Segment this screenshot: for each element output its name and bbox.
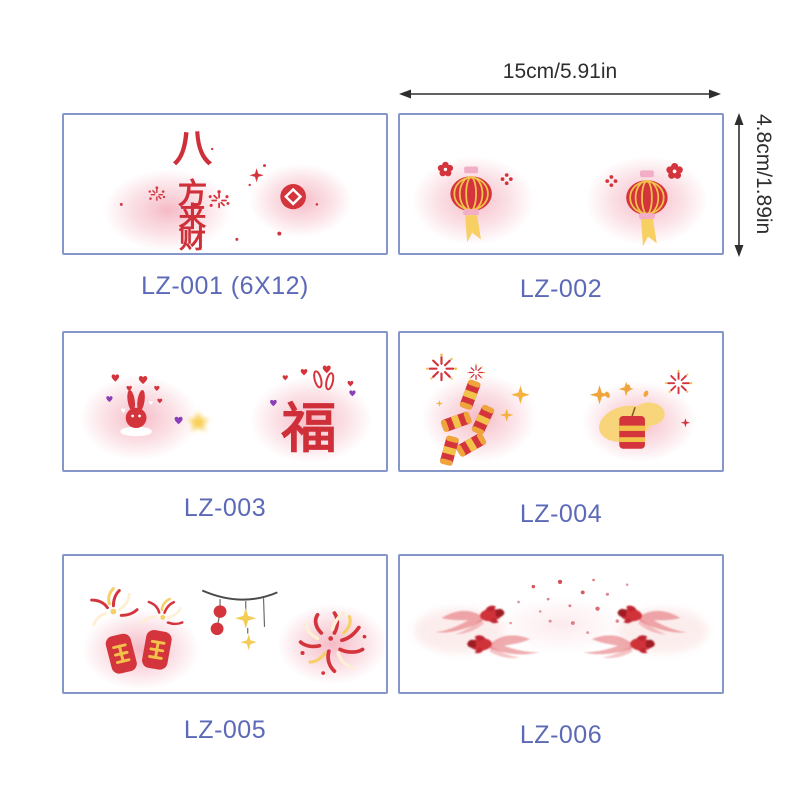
height-arrow-icon bbox=[734, 113, 744, 257]
panel-lz-001: 八 方 来 财 bbox=[62, 113, 388, 255]
panel-label-lz-001: LZ-001 (6X12) bbox=[141, 272, 309, 300]
chinese-coin-icon bbox=[280, 184, 306, 210]
wealth-calligraphy-text: 八 方 来 财 bbox=[173, 126, 213, 253]
lz-006-artwork bbox=[413, 578, 709, 662]
lz-004-artwork bbox=[421, 352, 697, 467]
scatter-dots bbox=[509, 578, 629, 634]
hanging-ornament bbox=[201, 589, 278, 651]
lz-003-artwork: 福 bbox=[79, 365, 373, 464]
blush-spot bbox=[81, 609, 201, 691]
panel-label-lz-003: LZ-003 bbox=[183, 494, 267, 522]
panel-label-lz-002: LZ-002 bbox=[519, 275, 603, 303]
svg-text:八: 八 bbox=[173, 126, 213, 172]
rabbit-icon bbox=[120, 390, 152, 437]
blush-spot bbox=[103, 169, 232, 252]
blush-spot bbox=[249, 376, 373, 464]
height-dimension-label: 4.8cm/1.89in bbox=[752, 114, 775, 235]
panel-label-lz-006: LZ-006 bbox=[519, 721, 603, 749]
panel-label-lz-005: LZ-005 bbox=[183, 716, 267, 744]
panel-lz-005 bbox=[62, 554, 388, 694]
svg-text:福: 福 bbox=[280, 396, 336, 459]
firework-burst-icon bbox=[424, 352, 459, 382]
width-arrow-icon bbox=[399, 89, 721, 99]
fu-character-with-bunny-ears: 福 bbox=[280, 370, 337, 460]
panel-lz-004 bbox=[398, 331, 724, 472]
scatter-dots bbox=[119, 147, 319, 241]
lz-001-artwork: 八 方 来 财 bbox=[103, 126, 353, 253]
panel-label-lz-004: LZ-004 bbox=[519, 500, 603, 528]
bursting-firecracker bbox=[599, 384, 665, 449]
blush-spot bbox=[277, 603, 386, 685]
panel-lz-006 bbox=[398, 554, 724, 694]
svg-text:财: 财 bbox=[179, 224, 206, 253]
lz-005-artwork bbox=[81, 587, 386, 691]
svg-text:来: 来 bbox=[179, 201, 207, 233]
panel-lz-002 bbox=[398, 113, 724, 255]
panel-lz-003: 福 bbox=[62, 331, 388, 472]
lz-002-artwork bbox=[411, 155, 709, 248]
watercolor-wash bbox=[495, 596, 627, 654]
width-dimension-label: 15cm/5.91in bbox=[502, 60, 618, 83]
svg-text:方: 方 bbox=[178, 176, 208, 211]
